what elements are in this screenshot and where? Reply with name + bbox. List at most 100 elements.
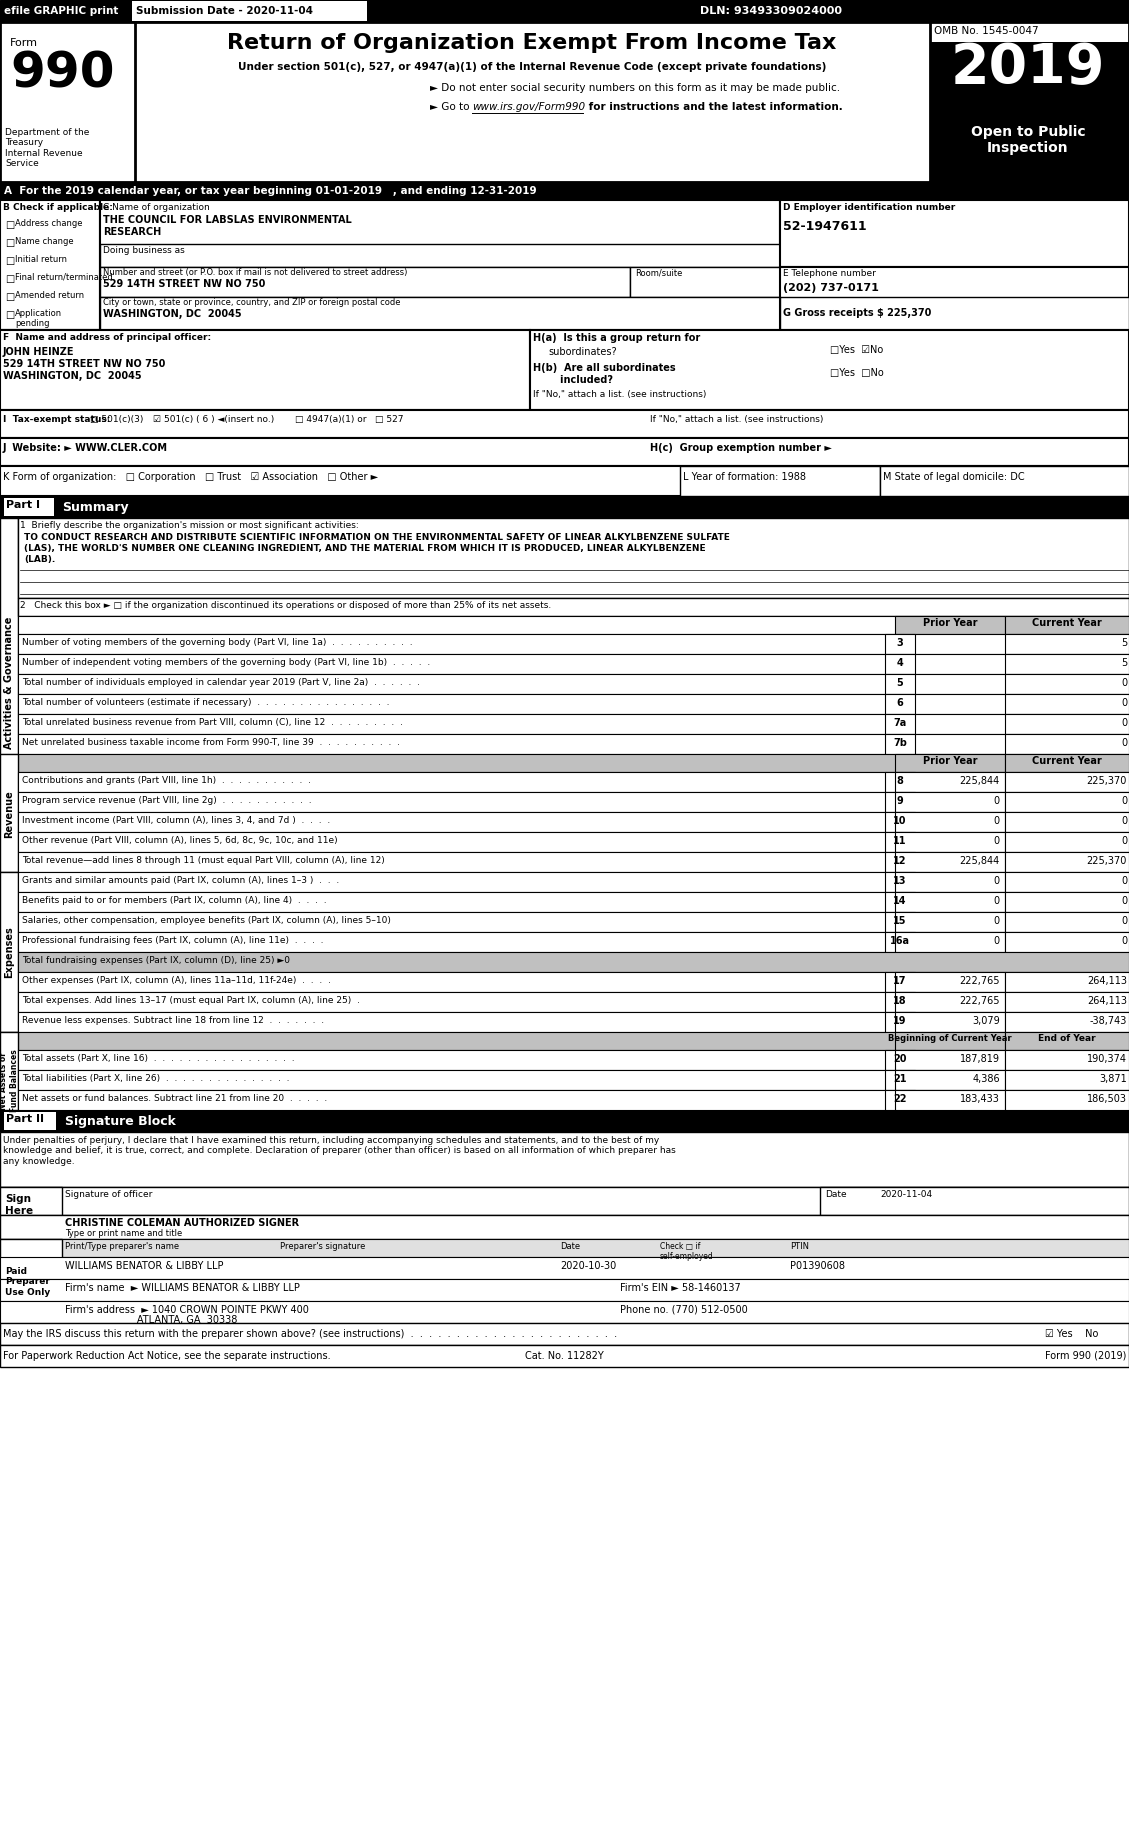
Bar: [0, 22, 135, 183]
Text: Print/Type preparer's name: Print/Type preparer's name: [65, 1242, 180, 1251]
Bar: [1005, 634, 1129, 654]
Text: 3: 3: [896, 638, 903, 649]
Text: Program service revenue (Part VIII, line 2g)  .  .  .  .  .  .  .  .  .  .  .: Program service revenue (Part VIII, line…: [21, 797, 312, 806]
Text: Firm's name  ► WILLIAMS BENATOR & LIBBY LLP: Firm's name ► WILLIAMS BENATOR & LIBBY L…: [65, 1283, 300, 1294]
Bar: [885, 654, 914, 674]
Bar: [895, 912, 1005, 932]
Text: 3,871: 3,871: [1100, 1074, 1127, 1083]
Text: 225,370: 225,370: [1086, 776, 1127, 786]
Text: Sign
Here: Sign Here: [5, 1195, 33, 1215]
Bar: [1005, 1032, 1129, 1051]
Text: F  Name and address of principal officer:: F Name and address of principal officer:: [3, 333, 211, 342]
Text: 225,844: 225,844: [960, 857, 1000, 866]
Text: H(c)  Group exemption number ►: H(c) Group exemption number ►: [650, 442, 832, 453]
Text: Application
pending: Application pending: [15, 309, 62, 329]
Bar: [18, 791, 1129, 811]
Bar: [885, 634, 914, 654]
Text: Paid
Preparer
Use Only: Paid Preparer Use Only: [5, 1266, 51, 1297]
Bar: [895, 1071, 1005, 1091]
Bar: [0, 438, 1129, 466]
Text: Current Year: Current Year: [1032, 618, 1102, 628]
Text: Revenue less expenses. Subtract line 18 from line 12  .  .  .  .  .  .  .: Revenue less expenses. Subtract line 18 …: [21, 1016, 324, 1025]
Text: 5: 5: [896, 678, 903, 689]
Text: Number of independent voting members of the governing body (Part VI, line 1b)  .: Number of independent voting members of …: [21, 658, 430, 667]
Bar: [895, 1091, 1005, 1111]
Bar: [1005, 1012, 1129, 1032]
Text: 183,433: 183,433: [960, 1094, 1000, 1104]
Text: Return of Organization Exempt From Income Tax: Return of Organization Exempt From Incom…: [227, 33, 837, 53]
Text: Room/suite: Room/suite: [634, 269, 682, 278]
Bar: [0, 1239, 62, 1323]
Bar: [100, 267, 630, 298]
Text: Total fundraising expenses (Part IX, column (D), line 25) ►0: Total fundraising expenses (Part IX, col…: [21, 956, 290, 965]
Text: □: □: [5, 238, 15, 248]
Text: 2020-10-30: 2020-10-30: [560, 1261, 616, 1272]
Text: Prior Year: Prior Year: [922, 756, 978, 766]
Bar: [930, 99, 1129, 183]
Text: 0: 0: [994, 935, 1000, 946]
Bar: [1005, 992, 1129, 1012]
Bar: [885, 831, 914, 851]
Bar: [18, 634, 1129, 654]
Text: □Yes  ☑No: □Yes ☑No: [830, 345, 883, 354]
Text: Phone no. (770) 512-0500: Phone no. (770) 512-0500: [620, 1304, 747, 1315]
Text: Beginning of Current Year: Beginning of Current Year: [889, 1034, 1012, 1043]
Text: PTIN: PTIN: [790, 1242, 809, 1251]
Bar: [18, 972, 1129, 992]
Bar: [895, 871, 1005, 892]
Text: Signature Block: Signature Block: [65, 1114, 176, 1127]
Bar: [0, 1257, 1129, 1279]
Bar: [885, 714, 914, 734]
Text: G Gross receipts $ 225,370: G Gross receipts $ 225,370: [784, 309, 931, 318]
Text: Net assets or fund balances. Subtract line 21 from line 20  .  .  .  .  .: Net assets or fund balances. Subtract li…: [21, 1094, 327, 1104]
Text: □: □: [5, 219, 15, 230]
Text: THE COUNCIL FOR LABSLAS ENVIRONMENTAL: THE COUNCIL FOR LABSLAS ENVIRONMENTAL: [103, 216, 352, 225]
Bar: [895, 1012, 1005, 1032]
Text: for instructions and the latest information.: for instructions and the latest informat…: [585, 102, 842, 111]
Text: Form 990 (2019): Form 990 (2019): [1044, 1350, 1126, 1361]
Text: 2   Check this box ► □ if the organization discontinued its operations or dispos: 2 Check this box ► □ if the organization…: [20, 601, 551, 610]
Text: Name change: Name change: [15, 238, 73, 247]
Bar: [0, 519, 18, 848]
Bar: [879, 466, 1129, 495]
Text: 9: 9: [896, 797, 903, 806]
Text: L Year of formation: 1988: L Year of formation: 1988: [683, 471, 806, 482]
Text: For Paperwork Reduction Act Notice, see the separate instructions.: For Paperwork Reduction Act Notice, see …: [3, 1350, 331, 1361]
Text: D Employer identification number: D Employer identification number: [784, 203, 955, 212]
Bar: [0, 495, 1129, 519]
Text: Investment income (Part VIII, column (A), lines 3, 4, and 7d )  .  .  .  .: Investment income (Part VIII, column (A)…: [21, 817, 331, 826]
Text: 19: 19: [893, 1016, 907, 1027]
Text: A  For the 2019 calendar year, or tax year beginning 01-01-2019   , and ending 1: A For the 2019 calendar year, or tax yea…: [5, 186, 536, 195]
Bar: [530, 331, 1129, 409]
Text: □ 527: □ 527: [375, 415, 403, 424]
Text: 7a: 7a: [893, 718, 907, 727]
Bar: [1005, 791, 1129, 811]
Bar: [0, 871, 18, 1032]
Text: H(a)  Is this a group return for: H(a) Is this a group return for: [533, 333, 700, 343]
Text: ► Go to: ► Go to: [430, 102, 473, 111]
Text: 0: 0: [994, 797, 1000, 806]
Text: K Form of organization:   □ Corporation   □ Trust   ☑ Association   □ Other ►: K Form of organization: □ Corporation □ …: [3, 471, 378, 482]
Text: Other revenue (Part VIII, column (A), lines 5, 6d, 8c, 9c, 10c, and 11e): Other revenue (Part VIII, column (A), li…: [21, 837, 338, 846]
Bar: [895, 972, 1005, 992]
Bar: [18, 932, 1129, 952]
Text: 190,374: 190,374: [1087, 1054, 1127, 1063]
Text: Activities & Governance: Activities & Governance: [5, 618, 14, 749]
Bar: [895, 811, 1005, 831]
Bar: [0, 466, 1129, 495]
Bar: [0, 331, 530, 409]
Text: C Name of organization: C Name of organization: [103, 203, 210, 212]
Text: 5: 5: [1121, 658, 1127, 669]
Text: 12: 12: [893, 857, 907, 866]
Bar: [895, 773, 1005, 791]
Text: I  Tax-exempt status:: I Tax-exempt status:: [3, 415, 111, 424]
Text: 187,819: 187,819: [960, 1054, 1000, 1063]
Bar: [5, 499, 54, 515]
Text: Number of voting members of the governing body (Part VI, line 1a)  .  .  .  .  .: Number of voting members of the governin…: [21, 638, 412, 647]
Text: subordinates?: subordinates?: [548, 347, 616, 356]
Bar: [895, 851, 1005, 871]
Text: 14: 14: [893, 895, 907, 906]
Text: JOHN HEINZE: JOHN HEINZE: [3, 347, 75, 356]
Text: ATLANTA, GA  30338: ATLANTA, GA 30338: [65, 1315, 237, 1325]
Text: Contributions and grants (Part VIII, line 1h)  .  .  .  .  .  .  .  .  .  .  .: Contributions and grants (Part VIII, lin…: [21, 776, 310, 786]
